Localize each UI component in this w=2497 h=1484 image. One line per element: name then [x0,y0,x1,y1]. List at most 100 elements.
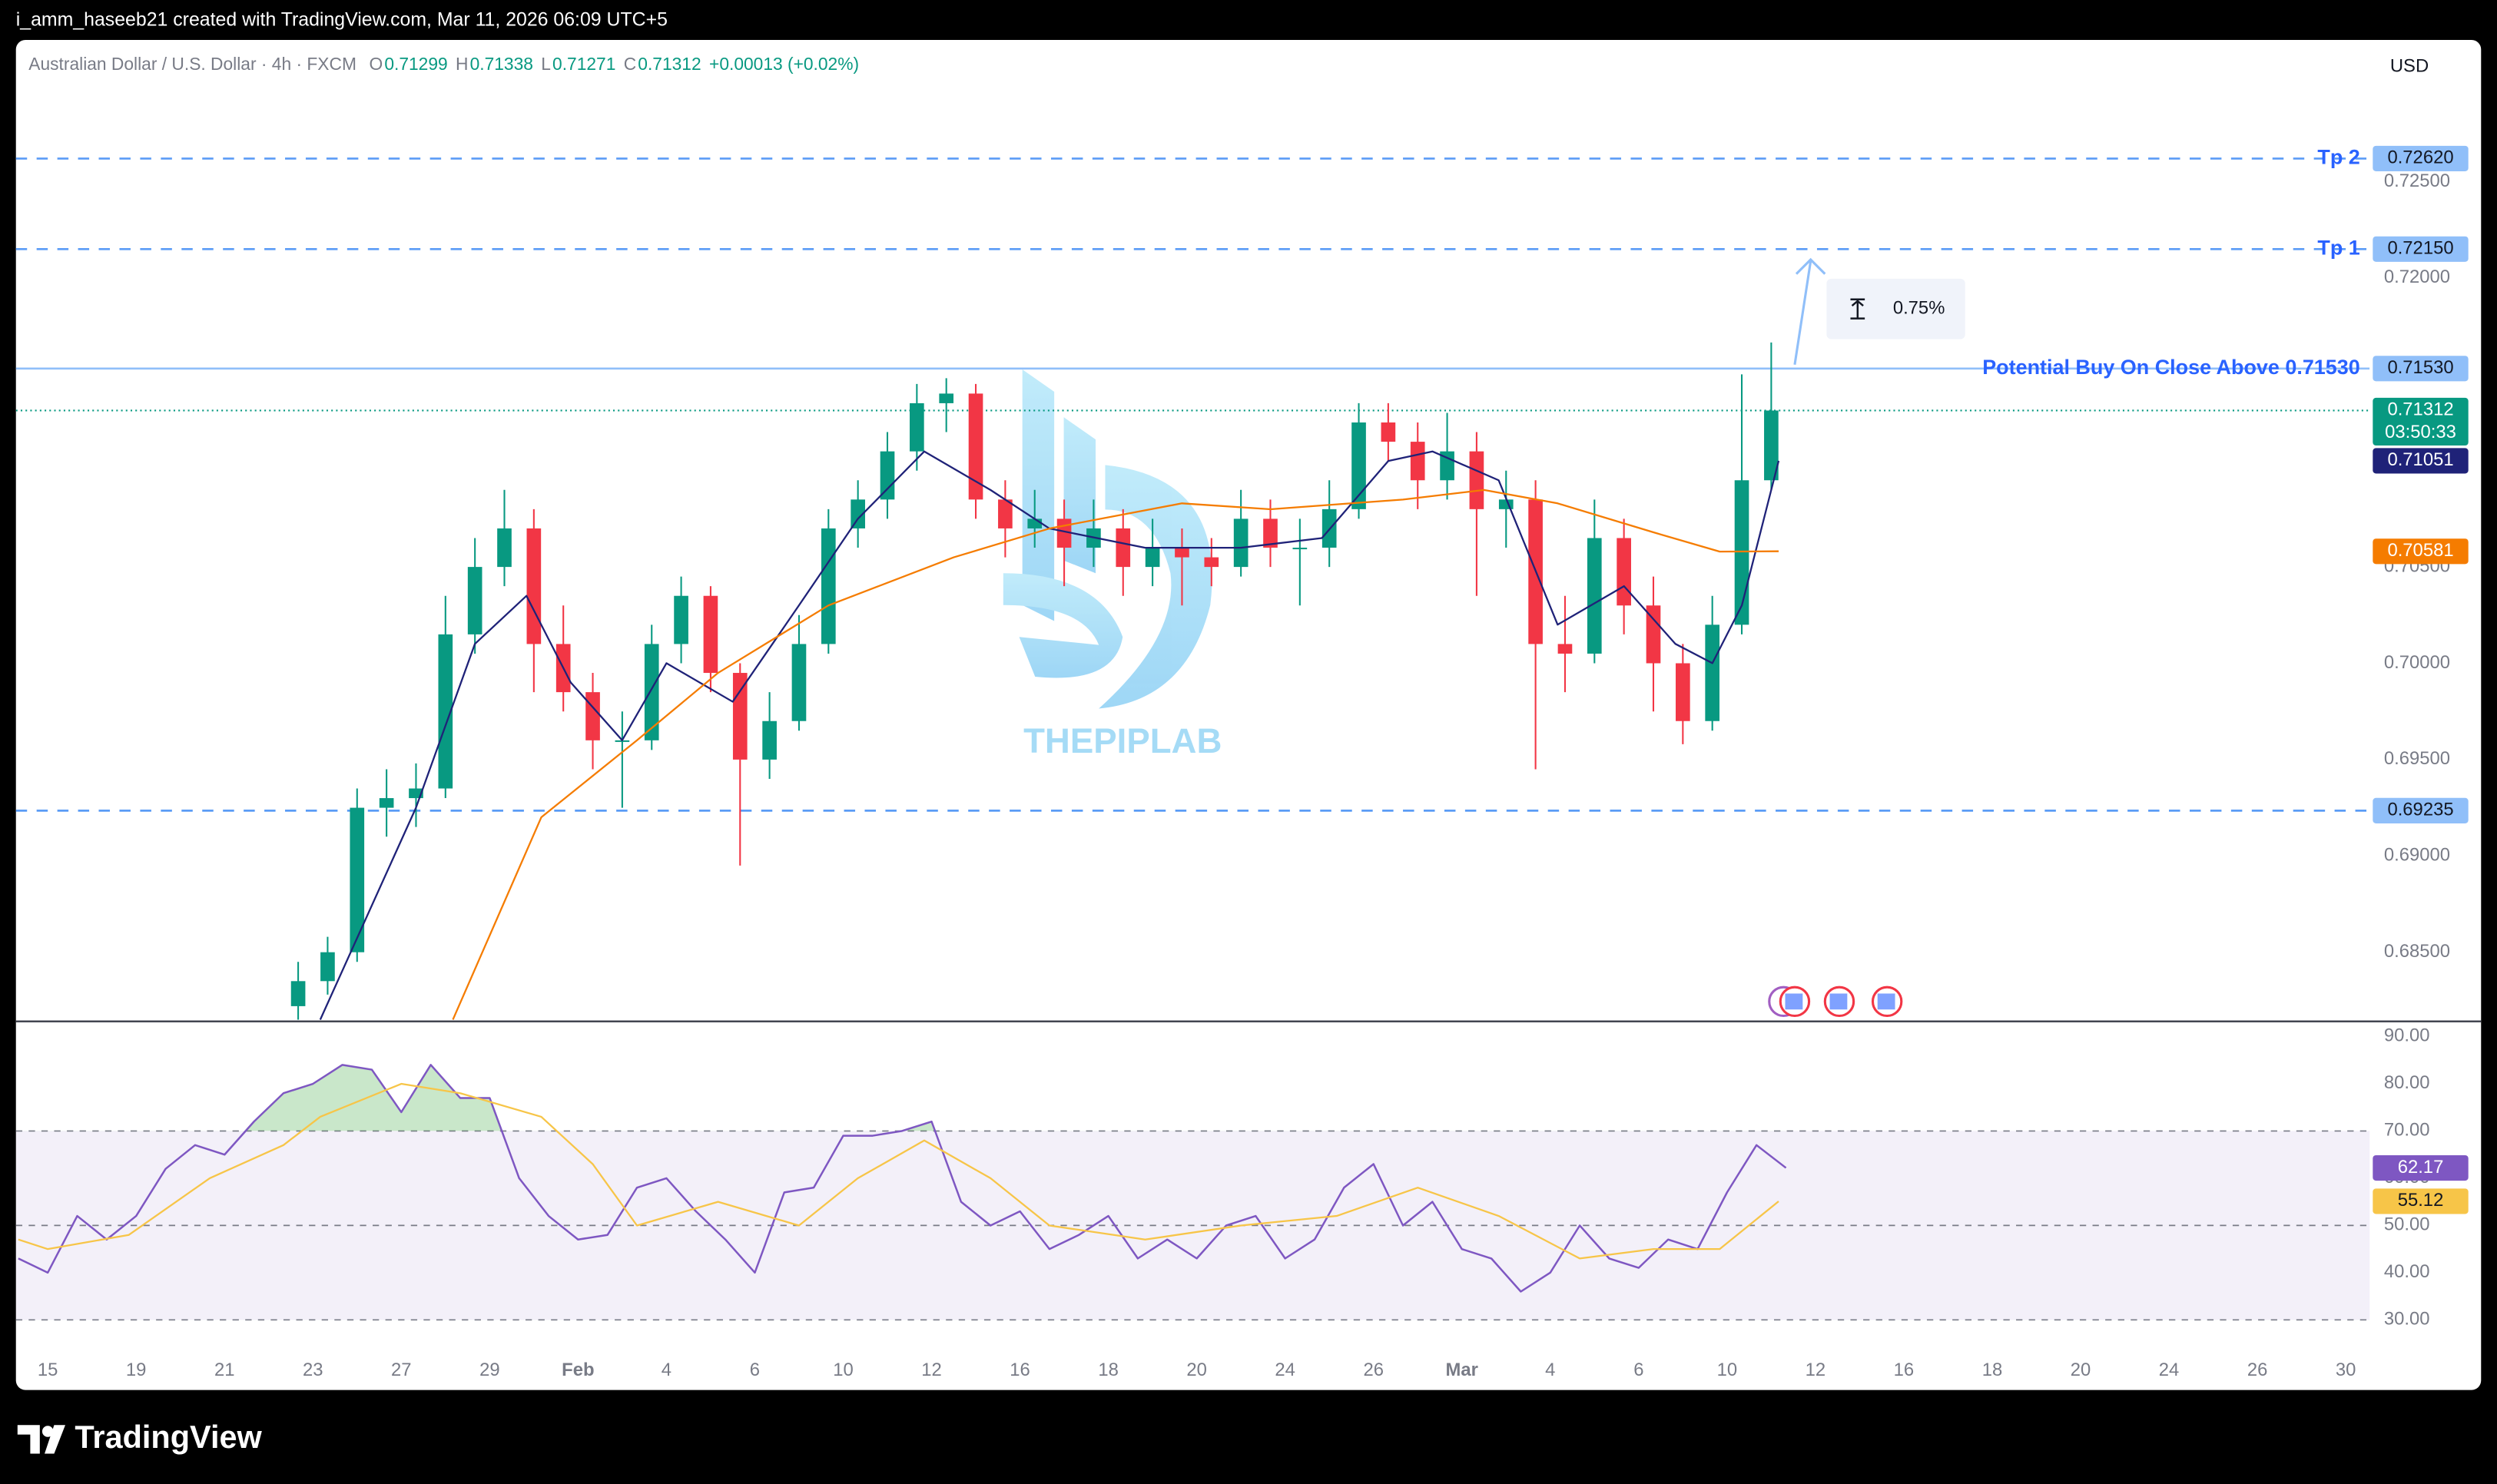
legend-item: 0.71299 [384,54,447,74]
measure-label: 0.75% [1893,298,1945,319]
event-icons [1768,985,1903,1018]
watermark-logo [1003,369,1212,709]
candle-body [910,402,924,452]
candle-body [1676,663,1690,721]
last-price-label: 0.71312 [2387,399,2453,420]
candle-body [968,393,983,500]
x-tick-label: 29 [479,1360,500,1380]
candle-body [703,595,718,674]
candle-body [467,567,482,634]
legend-item: Australian Dollar / U.S. Dollar · 4h · F… [28,54,356,74]
legend-item: 0.71338 [470,54,533,74]
candle-body [1410,442,1425,481]
x-tick-label: 15 [38,1360,58,1380]
candle-body [998,499,1013,528]
y-tick-label: 0.70000 [2384,652,2450,673]
candle-body [1145,548,1160,568]
level-price-label: 0.71530 [2387,357,2453,378]
x-tick-label: 21 [214,1360,235,1380]
price-plot [15,157,2370,1020]
level-price-label-box [2373,797,2469,823]
line-series [18,1064,1787,1293]
legend-item: L [541,54,551,74]
rsi-tick-label: 90.00 [2384,1025,2430,1046]
candle-body [1469,451,1484,509]
level-price-label: 0.69235 [2387,800,2453,820]
legend-item: O [370,54,383,74]
candle-body [851,499,865,528]
x-tick-label: 4 [662,1360,672,1380]
candle-body [791,644,807,721]
candle-body [1116,528,1131,568]
footer-logo: TradingView [75,1419,262,1455]
rsi-tick-label: 70.00 [2384,1120,2430,1141]
candle-body [585,692,600,740]
x-tick-label: Feb [562,1360,594,1380]
x-tick-label: 16 [1010,1360,1030,1380]
candle-body [1617,538,1631,606]
level-price-label: 0.72620 [2387,147,2453,168]
legend-item: H [456,54,468,74]
x-tick-label: 20 [1186,1360,1207,1380]
rsi-tick-label: 80.00 [2384,1072,2430,1093]
credit: i_amm_haseeb21 created with TradingView.… [16,9,668,31]
candle-body [526,528,542,644]
x-tick-label: 6 [1633,1360,1643,1380]
x-tick-label: 10 [833,1360,854,1380]
x-tick-label: 10 [1717,1360,1738,1380]
last-price-box [2373,397,2469,446]
x-tick-label: 12 [1806,1360,1826,1380]
x-tick-label: 27 [391,1360,412,1380]
currency-button[interactable] [2373,48,2469,87]
candle-body [350,807,365,952]
x-tick-label: 23 [303,1360,323,1380]
countdown: 03:50:33 [2385,422,2456,442]
candle-body [1175,548,1189,558]
level-text: Tp 2 [2317,146,2359,169]
ma-price-label-box [2373,538,2469,565]
candle-body [1204,557,1219,568]
x-tick-label: 4 [1545,1360,1555,1380]
rsi-value-label: 62.17 [2398,1157,2444,1178]
rsi-value-box [2373,1154,2469,1181]
candle-body [379,798,394,808]
x-tick-label: 6 [750,1360,760,1380]
rsi-tick-label: 40.00 [2384,1261,2430,1282]
line-series [18,1082,1779,1260]
rsi-tick-label: 30.00 [2384,1309,2430,1330]
x-tick-label: 18 [1982,1360,2003,1380]
line-series [452,489,1779,1020]
currency[interactable]: USD [2390,55,2429,76]
x-tick-label: 24 [2159,1360,2180,1380]
rsi-tick-label: 50.00 [2384,1214,2430,1235]
measure-tool [1793,257,1965,366]
level-price-label-box [2373,145,2469,172]
y-tick-label: 0.69500 [2384,748,2450,769]
candle-body [1498,499,1514,509]
legend-item: 0.71271 [552,54,615,74]
tv-logo-mark [17,1425,65,1454]
ma-price-label-box [2373,448,2469,474]
candle-body [1381,422,1396,442]
x-tick-label: 19 [126,1360,147,1380]
candle-body [1351,422,1366,509]
candle-body [1027,518,1043,528]
candle-body [821,528,836,644]
candle-body [644,644,659,740]
rsi-value-label: 55.12 [2398,1190,2444,1211]
candle-body [1587,538,1602,654]
overbought-fill [18,1065,1786,1131]
ma-price-label: 0.71051 [2387,449,2453,470]
candle-body [1292,548,1308,550]
x-tick-label: 30 [2336,1360,2356,1380]
level-price-label-box [2373,236,2469,262]
x-tick-label: 26 [1363,1360,1384,1380]
candle-body [880,451,895,500]
candle-body [1557,644,1573,654]
ma-price-label: 0.70581 [2387,540,2453,561]
x-tick-label: 16 [1894,1360,1915,1380]
x-tick-label: 26 [2247,1360,2268,1380]
x-tick-label: Mar [1446,1360,1478,1380]
